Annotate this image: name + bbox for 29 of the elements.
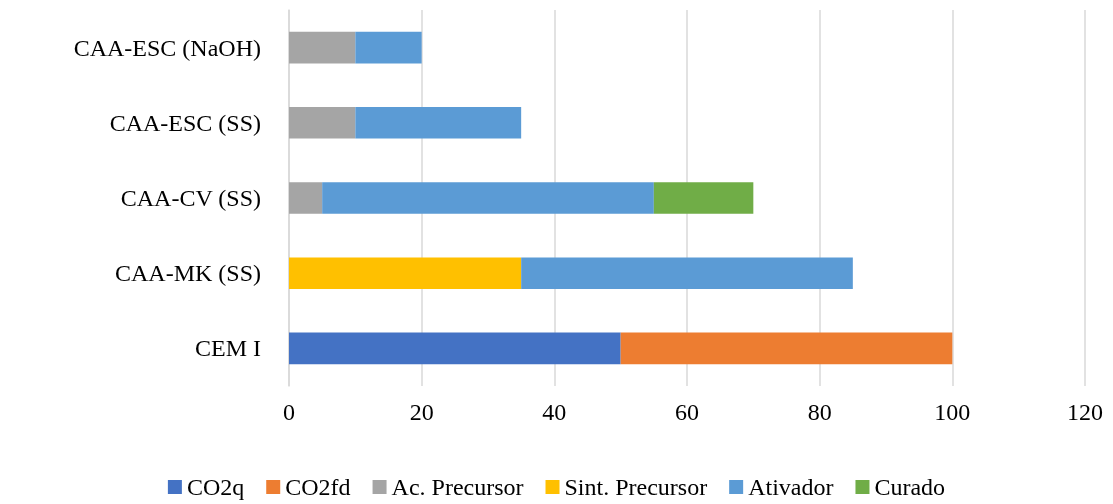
bar: [289, 182, 323, 214]
bar: [322, 182, 654, 214]
x-tick-label: 0: [283, 399, 295, 425]
x-tick-label: 120: [1067, 399, 1103, 425]
bar: [355, 31, 422, 64]
y-tick-label: CEM I: [195, 335, 262, 362]
bar: [289, 31, 356, 64]
y-tick-label: CAA-MK (SS): [114, 260, 261, 287]
x-tick-label: 60: [675, 399, 699, 425]
legend-label: Sint. Precursor: [564, 474, 708, 500]
bar: [521, 257, 853, 289]
legend-label: Ativador: [748, 474, 834, 500]
bar: [289, 332, 621, 365]
x-tick-label: 40: [542, 399, 567, 425]
legend-label: CO2q: [186, 474, 245, 500]
legend-label: CO2fd: [285, 474, 351, 500]
x-tick-label: 20: [409, 399, 434, 425]
y-tick-label: CAA-ESC (NaOH): [73, 34, 261, 61]
bar: [289, 107, 356, 139]
bar: [355, 107, 522, 139]
bar: [289, 257, 522, 289]
legend-label: Ac. Precursor: [391, 474, 524, 500]
legend-label: Curado: [874, 474, 946, 500]
y-tick-label: CAA-ESC (SS): [109, 109, 261, 136]
bar: [620, 332, 953, 365]
bar: [653, 182, 754, 214]
x-tick-label: 100: [934, 399, 971, 425]
x-tick-label: 80: [807, 399, 832, 425]
y-tick-label: CAA-CV (SS): [120, 185, 261, 211]
